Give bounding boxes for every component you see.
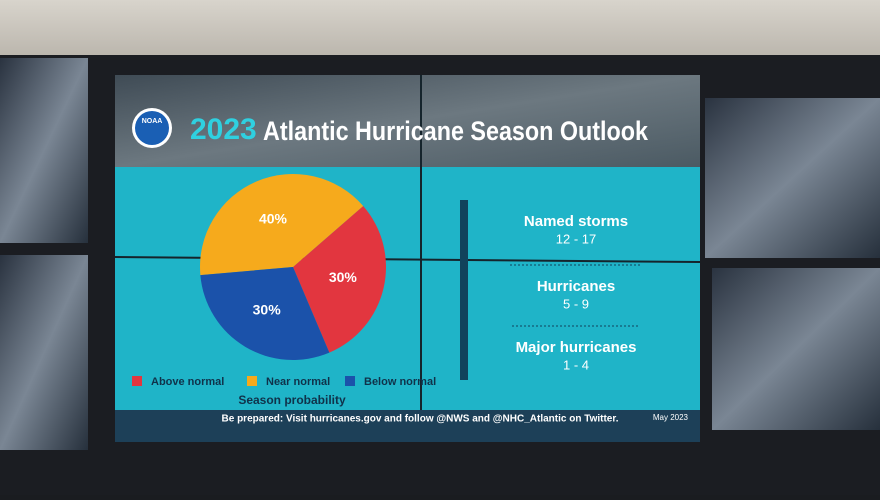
slice-label: 30%: [253, 302, 282, 318]
stat-label: Hurricanes: [537, 278, 615, 295]
legend-swatch: [345, 376, 355, 386]
legend-label: Below normal: [364, 376, 436, 388]
side-monitor: [0, 58, 88, 243]
stat-label: Named storms: [524, 213, 628, 230]
legend-label: Above normal: [151, 376, 224, 388]
chart-caption: Season probability: [238, 393, 346, 407]
side-monitor: [0, 255, 88, 450]
legend-swatch: [247, 376, 257, 386]
stat-range: 5 - 9: [563, 296, 589, 311]
side-monitor: [705, 98, 880, 258]
header-band: [115, 75, 700, 167]
stat-range: 12 - 17: [556, 231, 596, 246]
title-year: 2023: [190, 113, 257, 146]
slice-label: 40%: [259, 211, 288, 227]
title: Atlantic Hurricane Season Outlook: [263, 116, 649, 146]
pie-slice: [200, 267, 330, 360]
legend-label: Near normal: [266, 376, 330, 388]
slice-label: 30%: [329, 269, 358, 285]
divider: [460, 200, 468, 380]
footer-note: Be prepared: Visit hurricanes.gov and fo…: [222, 414, 619, 425]
footer-band: [115, 410, 700, 442]
stat-range: 1 - 4: [563, 357, 589, 372]
logo: [135, 111, 169, 145]
footer-date: May 2023: [653, 413, 689, 422]
pie-slice: [200, 174, 364, 276]
pie-slice: [293, 205, 387, 353]
side-monitor: [712, 268, 880, 430]
stat-label: Major hurricanes: [516, 339, 637, 356]
ceiling: [0, 0, 880, 60]
legend-swatch: [132, 376, 142, 386]
logo-text: NOAA: [142, 118, 163, 125]
